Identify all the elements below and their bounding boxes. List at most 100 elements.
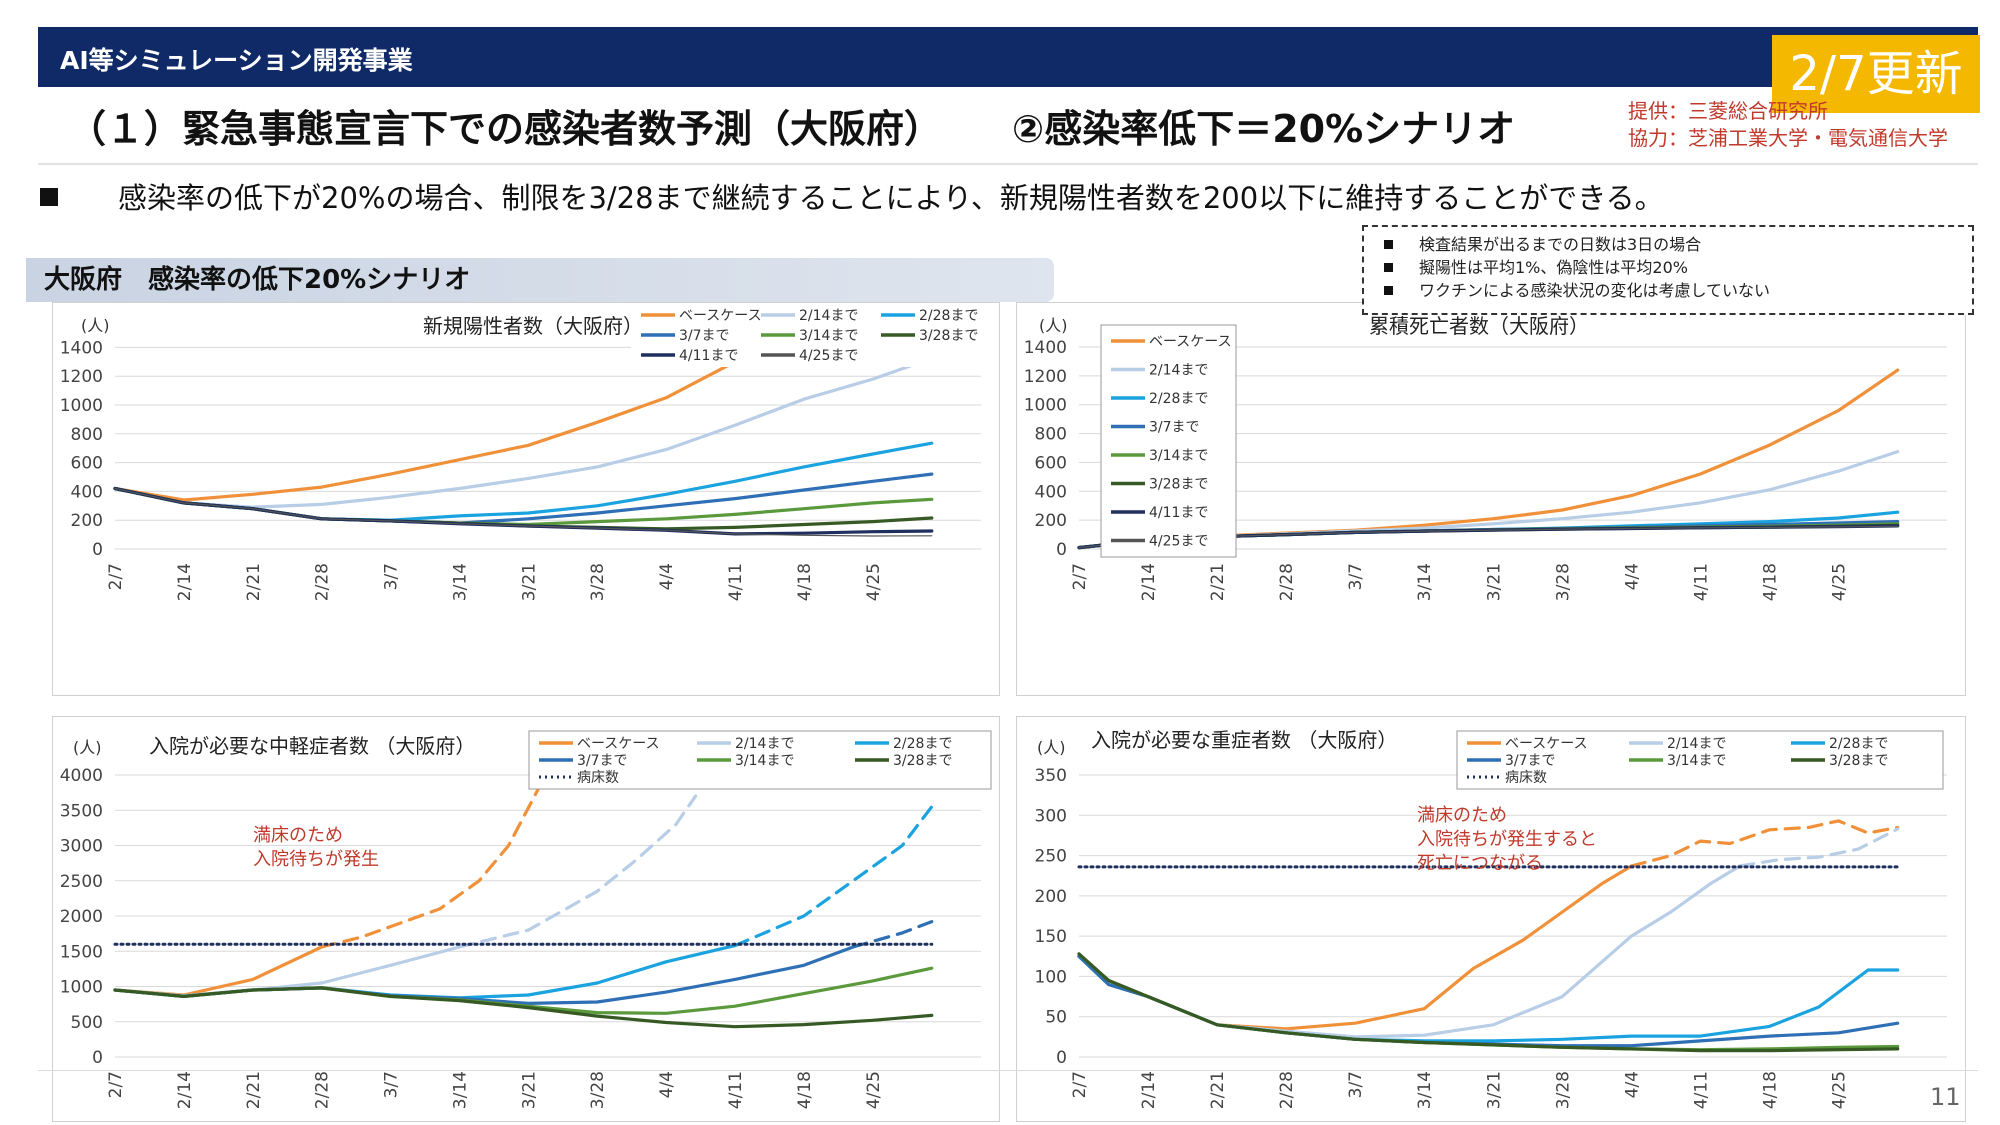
y-tick-label: 1400: [1024, 338, 1067, 358]
legend-label: 3/7まで: [679, 328, 730, 344]
chart-title: 新規陽性者数（大阪府）: [423, 314, 643, 338]
legend-label: 3/28まで: [893, 753, 952, 769]
legend-label: 3/28まで: [1829, 753, 1888, 769]
series-line-projected: [733, 805, 934, 948]
series-line: [113, 945, 855, 1005]
chart-severe-inpatients: 0 50 100 150 200 250 300 350 2/7 2/14 2/21 2/28 3/7 3…: [1035, 728, 1947, 1109]
x-tick-label: 3/21: [519, 563, 539, 601]
x-tick-label: 2/28: [1277, 563, 1297, 601]
footer-divider: [38, 1070, 1978, 1071]
y-tick-label: 3000: [60, 837, 103, 857]
x-tick-label: 2/28: [313, 563, 333, 601]
legend-box: [1456, 730, 1944, 790]
x-tick-label: 4/11: [726, 563, 746, 601]
x-tick-label: 2/21: [244, 1071, 264, 1109]
note-item: 擬陽性は平均1%、偽陰性は平均20%: [1384, 256, 1972, 279]
note-text: ワクチンによる感染状況の変化は考慮していない: [1419, 281, 1771, 300]
x-tick-label: 2/28: [313, 1071, 333, 1109]
legend-label: 3/28まで: [1149, 477, 1208, 493]
y-tick-label: 100: [1035, 967, 1067, 987]
notes-box: 検査結果が出るまでの日数は3日の場合 擬陽性は平均1%、偽陰性は平均20% ワク…: [1362, 225, 1974, 315]
x-tick-label: 2/14: [1139, 1071, 1159, 1109]
legend-label: ベースケース: [1505, 736, 1588, 752]
y-tick-label: 0: [1056, 540, 1067, 560]
series-line: [1077, 864, 1634, 1031]
summary-text: 感染率の低下が20%の場合、制限を3/28まで継続することにより、新規陽性者数を…: [118, 181, 1664, 215]
title-divider: [38, 163, 1978, 165]
series-line: [1077, 952, 1900, 1053]
y-tick-label: 3500: [60, 801, 103, 821]
legend-label: 4/11まで: [1149, 505, 1208, 521]
legend-label: 3/28まで: [919, 328, 978, 344]
x-tick-label: 4/11: [1691, 563, 1711, 601]
x-tick-label: 4/11: [726, 1071, 746, 1109]
chart-cumulative-deaths: 0 200 400 600 800 1000 1200 1400 2/7 2/14 2/21 2/28…: [1024, 314, 1947, 601]
page-number: 11: [1930, 1083, 1961, 1111]
series-line-projected: [851, 920, 934, 949]
legend-label: 病床数: [1505, 770, 1547, 786]
x-tick-label: 2/21: [1208, 1071, 1228, 1109]
chart-title: 入院が必要な重症者数 （大阪府）: [1091, 728, 1397, 752]
update-badge: 2/7更新: [1772, 35, 1980, 113]
x-tick-label: 2/21: [1208, 563, 1228, 601]
x-tick-label: 4/4: [657, 563, 677, 590]
legend-label: 2/28まで: [919, 308, 978, 324]
legend-label: 3/7まで: [1505, 753, 1556, 769]
x-tick-label: 4/18: [1760, 563, 1780, 601]
series-line-projected: [457, 794, 698, 949]
series-line: [113, 338, 934, 509]
header-title: AI等シミュレーション開発事業: [60, 46, 413, 75]
x-tick-label: 2/28: [1277, 1071, 1297, 1109]
chart-moderate-inpatients: 0 500 1000 1500 2000 2500 3000 3500 4000 2/7 2/14 2…: [60, 730, 992, 1109]
y-axis-label: (人): [1039, 316, 1068, 335]
legend-label: 3/7まで: [1149, 420, 1200, 436]
legend-label: ベースケース: [1149, 334, 1232, 350]
x-tick-label: 4/18: [795, 563, 815, 601]
y-tick-label: 200: [1035, 511, 1067, 531]
legend-box: [1100, 324, 1237, 558]
legend-label: 3/14まで: [735, 753, 794, 769]
legend-label: 2/28まで: [893, 736, 952, 752]
x-tick-label: 2/7: [106, 1071, 126, 1098]
y-axis-label: (人): [73, 738, 102, 757]
x-tick-label: 3/28: [588, 1071, 608, 1109]
legend-label: ベースケース: [679, 308, 762, 324]
y-tick-label: 400: [71, 482, 103, 502]
x-tick-label: 3/7: [382, 1071, 402, 1098]
series-line: [113, 986, 934, 1029]
y-axis-label: (人): [1037, 738, 1066, 757]
y-tick-label: 200: [71, 511, 103, 531]
x-tick-label: 3/14: [450, 563, 470, 601]
chart-title: 累積死亡者数（大阪府）: [1369, 314, 1589, 338]
legend-label: 4/25まで: [1149, 534, 1208, 550]
annotation-text: 入院待ちが発生すると: [1417, 829, 1597, 850]
x-tick-label: 3/7: [1346, 563, 1366, 590]
chart-panel-severe-inpatients: 0 50 100 150 200 250 300 350 2/7 2/14 2/21 2/28 3/7 3…: [1016, 716, 1966, 1122]
legend-label: 3/14まで: [799, 328, 858, 344]
x-tick-label: 3/28: [588, 563, 608, 601]
legend-label: 4/11まで: [679, 348, 738, 364]
y-tick-label: 0: [1056, 1048, 1067, 1068]
annotation-text: 満床のため: [1417, 805, 1507, 826]
x-tick-label: 3/14: [1415, 563, 1435, 601]
series-line: [1077, 954, 1900, 1043]
legend-box: [631, 303, 991, 367]
legend-label: 2/14まで: [799, 308, 858, 324]
x-tick-label: 3/28: [1553, 563, 1573, 601]
y-tick-label: 4000: [60, 766, 103, 786]
chart-title: 入院が必要な中軽症者数 （大阪府）: [149, 734, 475, 758]
y-tick-label: 1500: [60, 942, 103, 962]
x-tick-label: 3/21: [1484, 563, 1504, 601]
bullet-square-icon: [1384, 240, 1393, 249]
x-tick-label: 3/14: [1415, 1071, 1435, 1109]
note-text: 検査結果が出るまでの日数は3日の場合: [1419, 235, 1702, 254]
x-tick-label: 3/7: [382, 563, 402, 590]
legend-label: 2/14まで: [1149, 363, 1208, 379]
legend-label: 2/28まで: [1829, 736, 1888, 752]
bullet-square-icon: [40, 188, 58, 206]
main-title-text: （１）緊急事態宣言下での感染者数予測（大阪府）: [68, 107, 943, 151]
credit-provider: 提供：三菱総合研究所: [1628, 99, 1828, 123]
x-tick-label: 2/14: [1139, 563, 1159, 601]
scenario-title: ②感染率低下＝20%シナリオ: [1012, 107, 1516, 151]
y-tick-label: 400: [1035, 482, 1067, 502]
